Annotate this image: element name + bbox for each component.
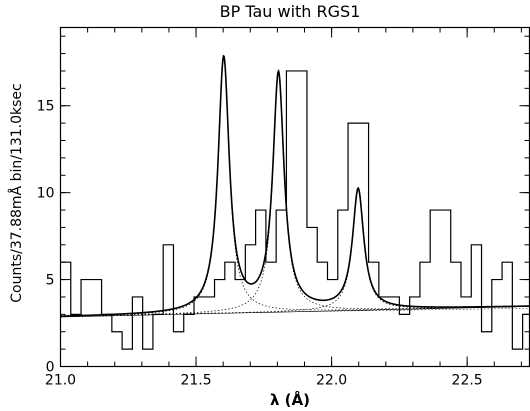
y-tick-label: 15 xyxy=(37,99,55,115)
model-line-component xyxy=(60,189,530,318)
x-tick-label: 22.5 xyxy=(452,373,483,389)
x-tick-label: 21.5 xyxy=(180,373,211,389)
x-tick-label: 21.0 xyxy=(45,373,76,389)
y-tick-label: 10 xyxy=(37,186,55,202)
y-tick-label: 0 xyxy=(46,360,55,376)
y-tick-label: 5 xyxy=(46,273,55,289)
x-tick-label: 22.0 xyxy=(316,373,347,389)
model-continuum-alt xyxy=(60,308,530,316)
chart-title: BP Tau with RGS1 xyxy=(220,2,361,21)
model-total xyxy=(60,54,530,318)
x-axis-label: λ (Å) xyxy=(270,390,310,409)
model-line-component xyxy=(60,74,530,318)
y-axis-label: Counts/37.88mÅ bin/131.0ksec xyxy=(8,83,25,303)
